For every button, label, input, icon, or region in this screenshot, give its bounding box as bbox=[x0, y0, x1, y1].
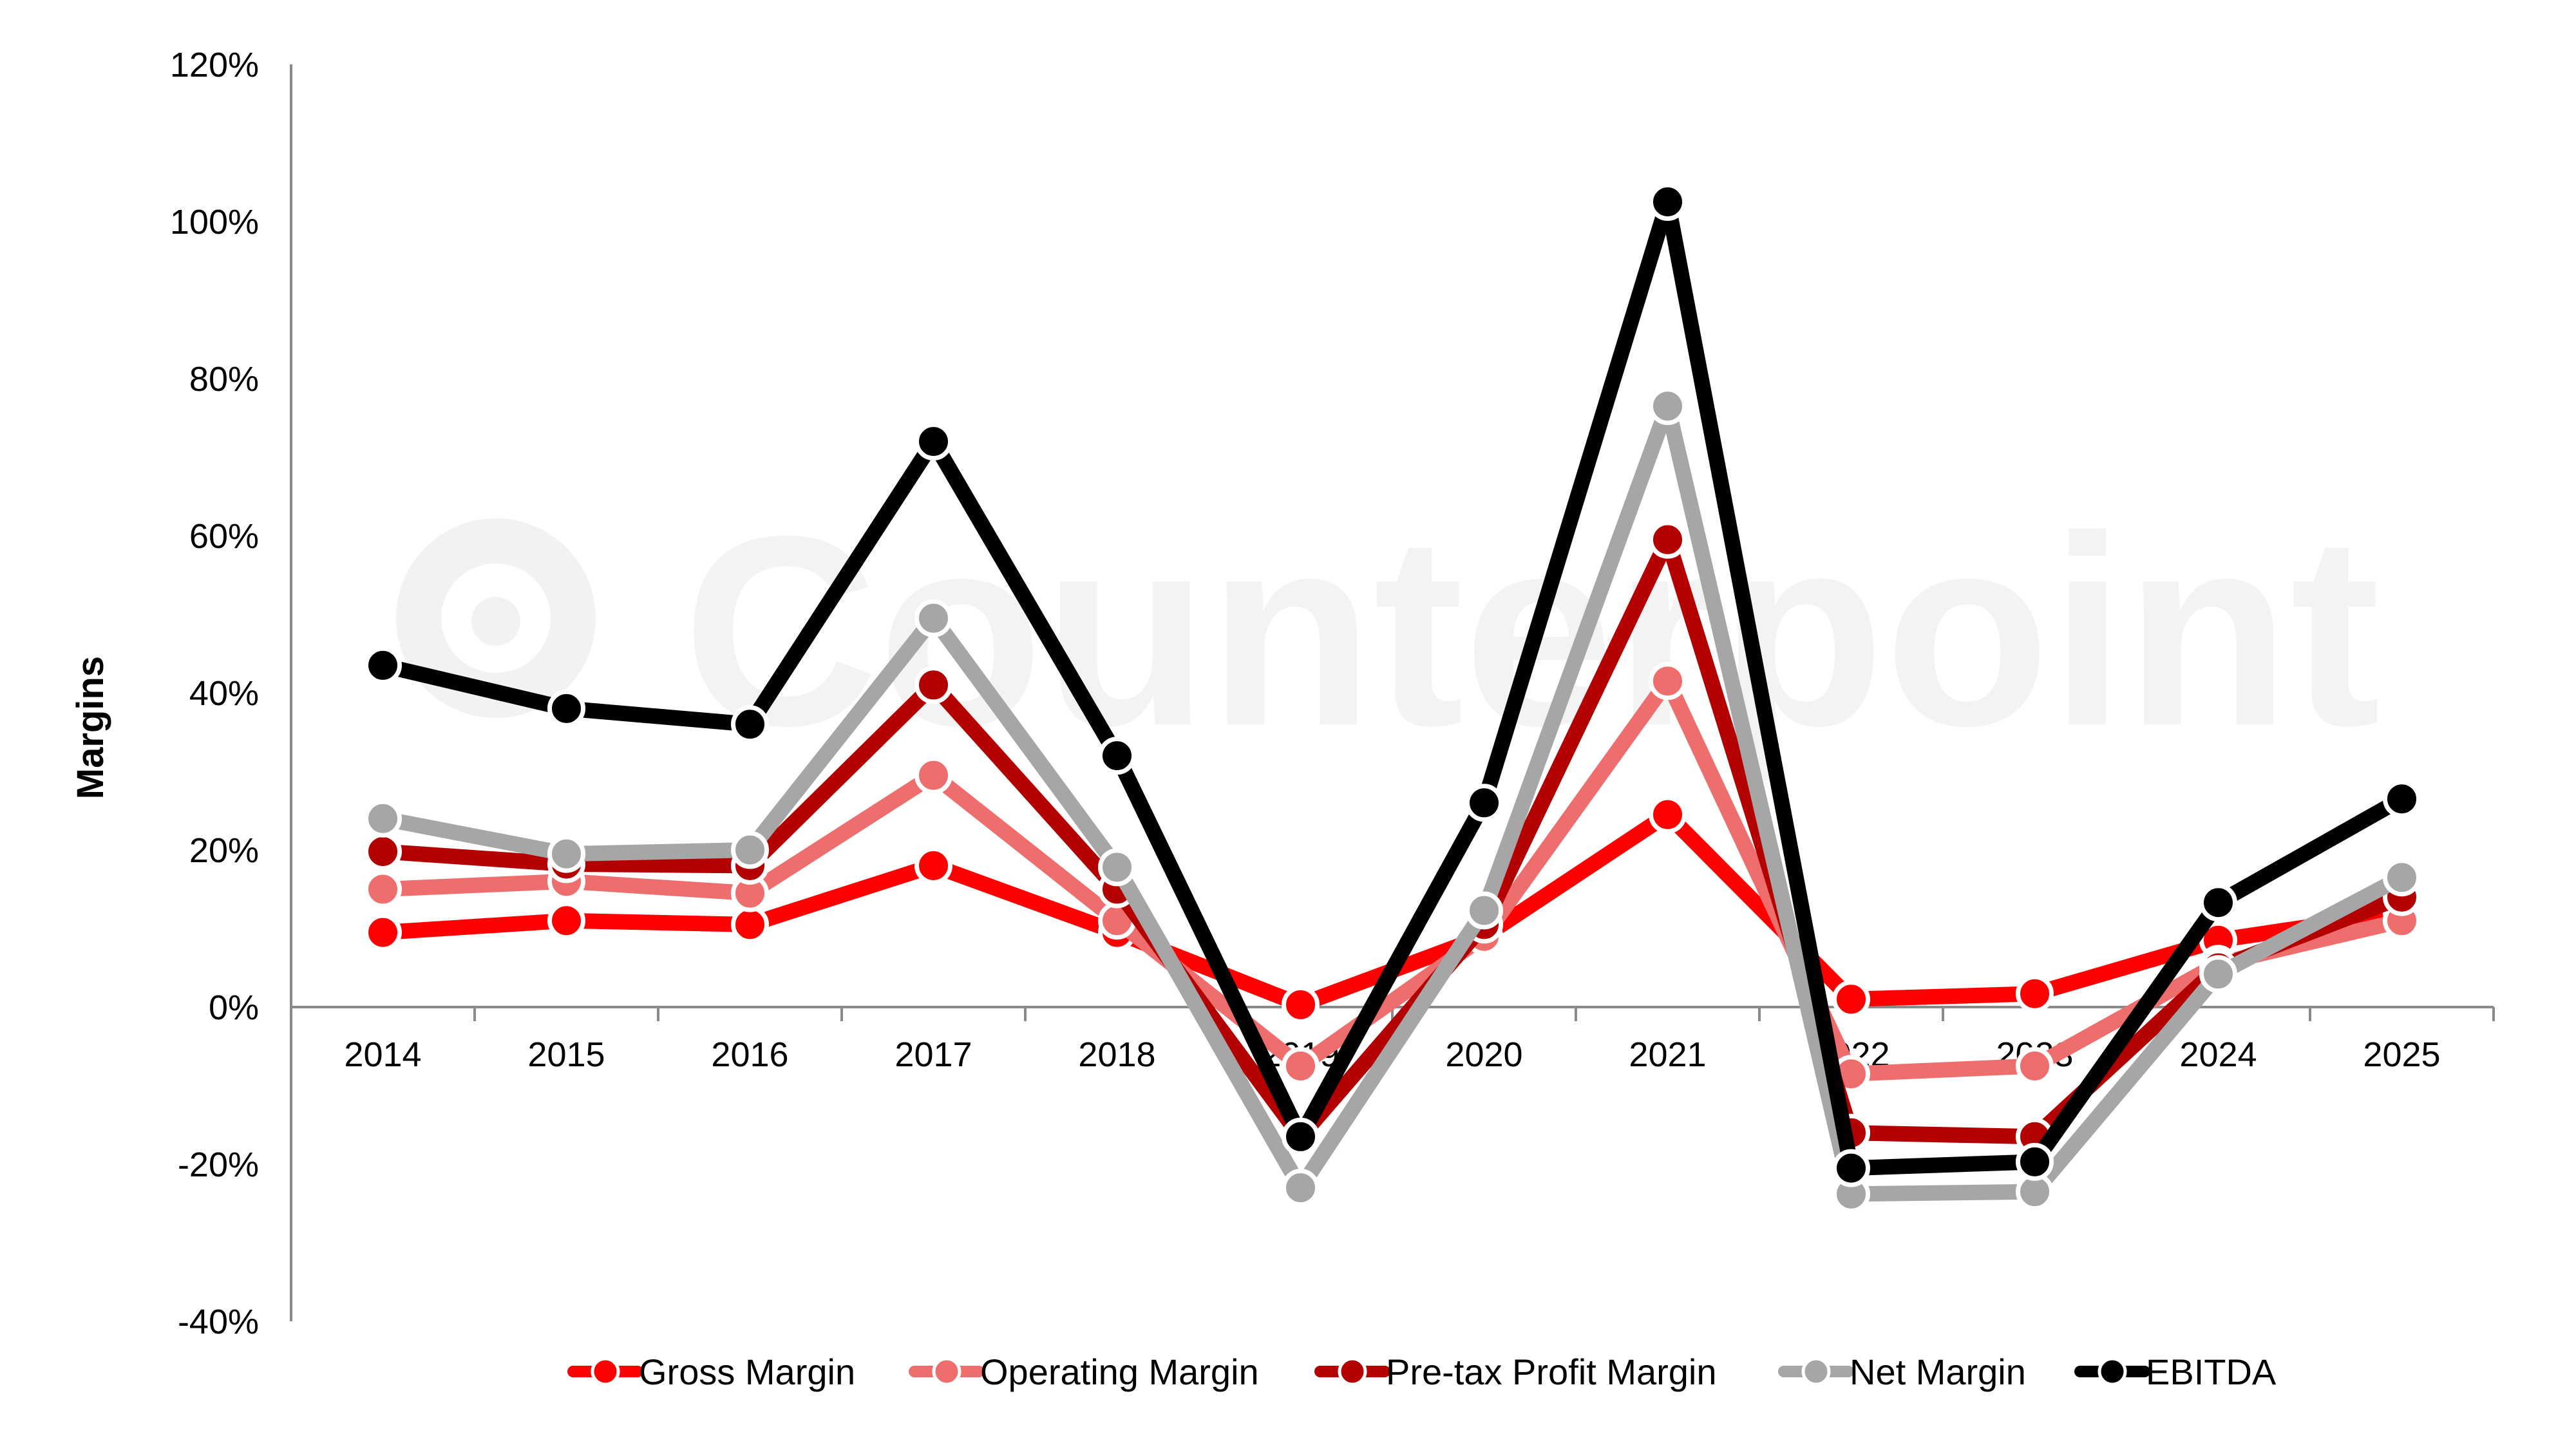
x-tick-label: 2020 bbox=[1445, 1035, 1522, 1074]
y-tick-label: 20% bbox=[189, 831, 259, 870]
legend-item: Gross Margin bbox=[567, 1352, 855, 1392]
legend-swatch-marker bbox=[2098, 1357, 2127, 1386]
legend: Gross Margin Operating Margin Pre-tax Prof… bbox=[567, 1352, 2277, 1392]
y-tick-label: -40% bbox=[178, 1303, 259, 1341]
data-point bbox=[1649, 662, 1687, 701]
y-tick-label: 60% bbox=[189, 517, 259, 556]
x-tick-label: 2021 bbox=[1629, 1035, 1706, 1074]
data-point bbox=[364, 870, 402, 909]
legend-swatch-marker bbox=[1801, 1357, 1831, 1386]
legend-label: EBITDA bbox=[2146, 1352, 2277, 1392]
legend-item: Pre-tax Profit Margin bbox=[1314, 1352, 1717, 1392]
series-5 bbox=[364, 183, 2421, 1187]
legend-item: Net Margin bbox=[1778, 1352, 2026, 1392]
data-point bbox=[364, 646, 402, 684]
y-tick-label: 120% bbox=[170, 46, 259, 84]
data-point bbox=[1649, 183, 1687, 221]
x-tick-label: 2017 bbox=[895, 1035, 972, 1074]
data-point bbox=[914, 756, 952, 795]
data-point bbox=[2383, 780, 2421, 818]
data-point bbox=[547, 901, 585, 940]
x-tick-label: 2025 bbox=[2363, 1035, 2440, 1074]
data-point bbox=[2199, 883, 2237, 922]
data-point bbox=[914, 422, 952, 461]
data-point bbox=[914, 599, 952, 637]
x-tick-label: 2015 bbox=[527, 1035, 605, 1074]
data-point bbox=[2016, 1142, 2054, 1181]
series-1 bbox=[364, 795, 2421, 1024]
data-point bbox=[364, 832, 402, 871]
legend-label: Gross Margin bbox=[639, 1352, 855, 1392]
legend-swatch-marker bbox=[1338, 1357, 1367, 1386]
data-point bbox=[1649, 520, 1687, 559]
watermark: Counterpoint bbox=[396, 480, 2380, 784]
data-point bbox=[1282, 1117, 1320, 1156]
data-point bbox=[547, 834, 585, 873]
data-point bbox=[1282, 985, 1320, 1024]
legend-label: Operating Margin bbox=[980, 1352, 1259, 1392]
data-point bbox=[2016, 974, 2054, 1013]
data-point bbox=[1649, 795, 1687, 834]
data-point bbox=[914, 846, 952, 885]
series-layer bbox=[364, 183, 2421, 1213]
y-tick-label: 100% bbox=[170, 203, 259, 241]
series-line bbox=[375, 673, 2410, 1082]
data-point bbox=[547, 689, 585, 728]
data-point bbox=[2383, 858, 2421, 897]
y-tick-label: -20% bbox=[178, 1146, 259, 1184]
data-point bbox=[1465, 891, 1503, 930]
x-tick-label: 2024 bbox=[2179, 1035, 2257, 1074]
data-point bbox=[1098, 848, 1136, 887]
y-axis-title: Margins bbox=[70, 656, 111, 799]
series-2 bbox=[364, 662, 2421, 1093]
data-point bbox=[1282, 1169, 1320, 1207]
legend-swatch-marker bbox=[591, 1357, 620, 1386]
y-tick-label: 80% bbox=[189, 360, 259, 399]
data-point bbox=[914, 666, 952, 704]
data-point bbox=[364, 913, 402, 952]
y-tick-label: 0% bbox=[209, 988, 259, 1027]
legend-swatch-marker bbox=[932, 1357, 961, 1386]
series-line bbox=[375, 194, 2410, 1176]
series-line bbox=[375, 398, 2410, 1202]
legend-item: EBITDA bbox=[2074, 1352, 2277, 1392]
data-point bbox=[731, 705, 769, 744]
x-tick-label: 2014 bbox=[344, 1035, 421, 1074]
data-point bbox=[731, 831, 769, 869]
data-point bbox=[2199, 955, 2237, 994]
data-point bbox=[1465, 784, 1503, 822]
data-point bbox=[1649, 387, 1687, 426]
legend-item: Operating Margin bbox=[909, 1352, 1259, 1392]
y-axis: -40% -20% 0% 20% 40% 60% 80% 100% 120% bbox=[170, 46, 259, 1341]
data-point bbox=[364, 799, 402, 838]
x-tick-label: 2016 bbox=[711, 1035, 788, 1074]
legend-label: Net Margin bbox=[1850, 1352, 2026, 1392]
data-point bbox=[1832, 1149, 1870, 1187]
data-point bbox=[1098, 737, 1136, 775]
y-tick-label: 40% bbox=[189, 674, 259, 713]
data-point bbox=[1282, 1047, 1320, 1085]
x-tick-label: 2018 bbox=[1078, 1035, 1155, 1074]
legend-label: Pre-tax Profit Margin bbox=[1386, 1352, 1717, 1392]
data-point bbox=[731, 905, 769, 944]
data-point bbox=[2016, 1047, 2054, 1085]
data-point bbox=[1832, 980, 1870, 1019]
series-4 bbox=[364, 387, 2421, 1213]
